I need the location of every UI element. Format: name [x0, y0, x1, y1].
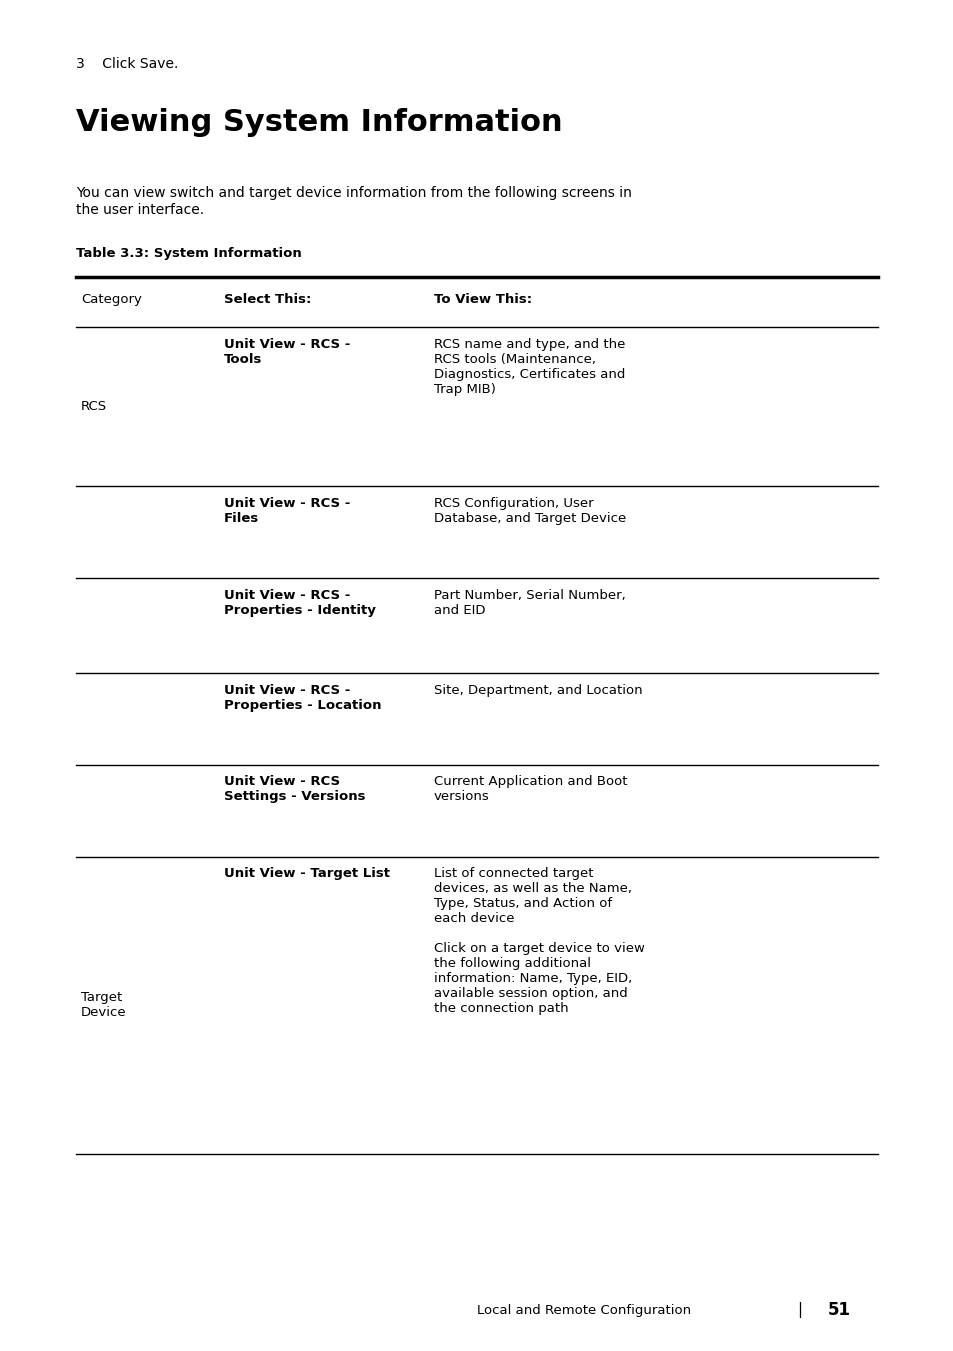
- Text: You can view switch and target device information from the following screens in
: You can view switch and target device in…: [76, 186, 632, 216]
- Text: |: |: [796, 1302, 801, 1319]
- Text: Unit View - RCS -
Properties - Location: Unit View - RCS - Properties - Location: [224, 684, 381, 712]
- Text: Unit View - Target List: Unit View - Target List: [224, 867, 390, 881]
- Text: RCS name and type, and the
RCS tools (Maintenance,
Diagnostics, Certificates and: RCS name and type, and the RCS tools (Ma…: [434, 338, 625, 396]
- Text: RCS Configuration, User
Database, and Target Device: RCS Configuration, User Database, and Ta…: [434, 497, 626, 526]
- Text: Local and Remote Configuration: Local and Remote Configuration: [476, 1304, 690, 1317]
- Text: To View This:: To View This:: [434, 293, 532, 307]
- Text: Current Application and Boot
versions: Current Application and Boot versions: [434, 775, 627, 804]
- Text: Select This:: Select This:: [224, 293, 312, 307]
- Text: Table 3.3: System Information: Table 3.3: System Information: [76, 247, 302, 261]
- Text: Unit View - RCS -
Files: Unit View - RCS - Files: [224, 497, 350, 526]
- Text: Part Number, Serial Number,
and EID: Part Number, Serial Number, and EID: [434, 589, 625, 617]
- Text: 51: 51: [827, 1301, 850, 1320]
- Text: Unit View - RCS -
Tools: Unit View - RCS - Tools: [224, 338, 350, 366]
- Text: Viewing System Information: Viewing System Information: [76, 108, 562, 136]
- Text: List of connected target
devices, as well as the Name,
Type, Status, and Action : List of connected target devices, as wel…: [434, 867, 644, 1016]
- Text: Target
Device: Target Device: [81, 992, 127, 1019]
- Text: Category: Category: [81, 293, 142, 307]
- Text: Unit View - RCS
Settings - Versions: Unit View - RCS Settings - Versions: [224, 775, 365, 804]
- Text: RCS: RCS: [81, 400, 107, 413]
- Text: Site, Department, and Location: Site, Department, and Location: [434, 684, 642, 697]
- Text: 3    Click Save.: 3 Click Save.: [76, 57, 178, 70]
- Text: Unit View - RCS -
Properties - Identity: Unit View - RCS - Properties - Identity: [224, 589, 375, 617]
